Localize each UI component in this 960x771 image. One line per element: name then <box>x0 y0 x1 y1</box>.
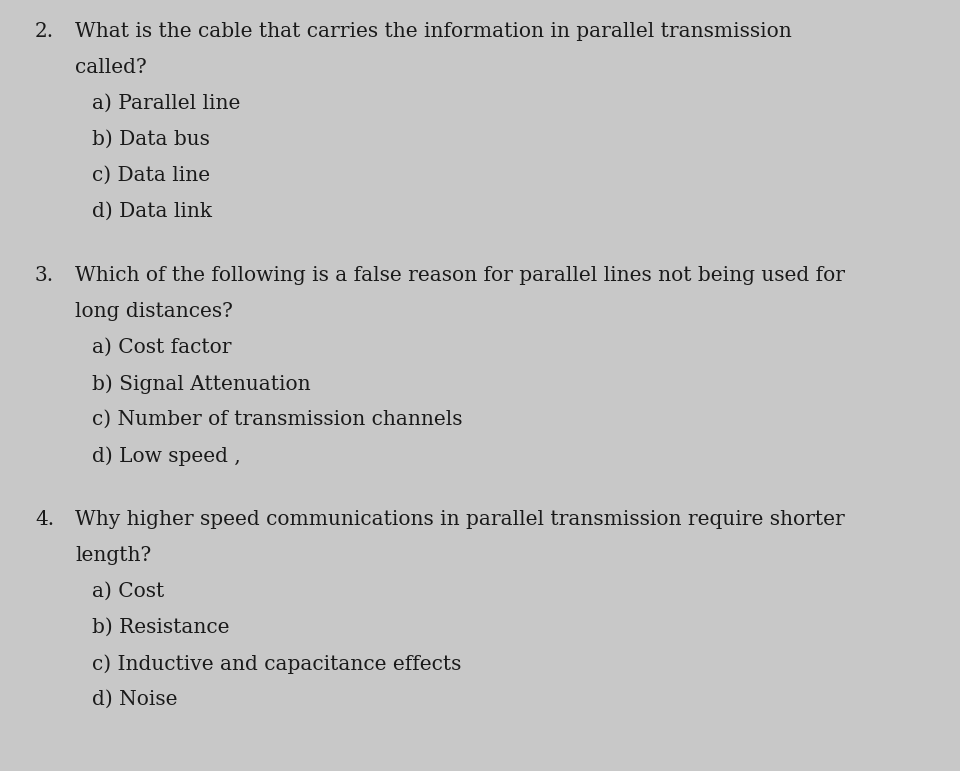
Text: d) Low speed ,: d) Low speed , <box>92 446 241 466</box>
Text: d) Noise: d) Noise <box>92 690 178 709</box>
Text: length?: length? <box>75 546 152 565</box>
Text: Which of the following is a false reason for parallel lines not being used for: Which of the following is a false reason… <box>75 266 845 285</box>
Text: d) Data link: d) Data link <box>92 202 212 221</box>
Text: long distances?: long distances? <box>75 302 233 321</box>
Text: c) Data line: c) Data line <box>92 166 210 185</box>
Text: c) Number of transmission channels: c) Number of transmission channels <box>92 410 463 429</box>
Text: b) Data bus: b) Data bus <box>92 130 210 149</box>
Text: a) Cost factor: a) Cost factor <box>92 338 231 357</box>
Text: called?: called? <box>75 58 147 77</box>
Text: 3.: 3. <box>35 266 54 285</box>
Text: b) Signal Attenuation: b) Signal Attenuation <box>92 374 311 394</box>
Text: What is the cable that carries the information in parallel transmission: What is the cable that carries the infor… <box>75 22 792 41</box>
Text: a) Parallel line: a) Parallel line <box>92 94 240 113</box>
Text: 4.: 4. <box>35 510 54 529</box>
Text: c) Inductive and capacitance effects: c) Inductive and capacitance effects <box>92 654 462 674</box>
Text: a) Cost: a) Cost <box>92 582 164 601</box>
Text: 2.: 2. <box>35 22 54 41</box>
Text: Why higher speed communications in parallel transmission require shorter: Why higher speed communications in paral… <box>75 510 845 529</box>
Text: b) Resistance: b) Resistance <box>92 618 229 637</box>
